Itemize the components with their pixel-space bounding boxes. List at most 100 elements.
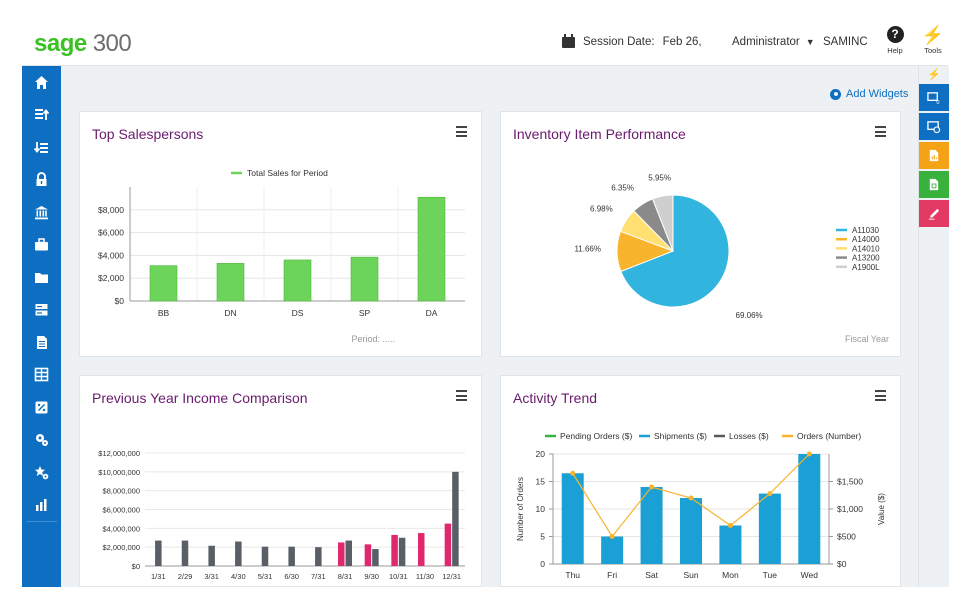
orders-point [806,451,812,457]
x-tick-label: 8/31 [338,572,353,581]
bar-12/31-current [444,523,452,566]
nav-home[interactable] [22,66,61,99]
tools-button[interactable]: ⚡ Tools [918,25,948,56]
x-tick-label: Mon [722,570,739,580]
add-widgets-button[interactable]: Add Widgets [830,88,908,100]
bar-chart-icon [36,499,47,512]
sales-chart: Total Sales for Period $0 $2,000 $4,000 $6,0… [98,168,465,318]
nav-bank[interactable] [22,196,61,229]
activity-chart: Pending Orders ($) Shipments ($) Losses ($… [516,431,886,580]
legend-label: A11030 [852,226,880,235]
bar-7/31-previous [315,547,322,566]
screen-clock-icon [927,120,941,133]
orders-point [767,491,773,497]
nav-folder[interactable] [22,261,61,294]
bar-5/31-previous [261,546,269,566]
menu-icon[interactable] [456,126,467,140]
bar-Thu [561,473,584,564]
bar-2/29-previous [181,540,189,566]
nav-lock[interactable] [22,164,61,197]
bar-DS [283,259,312,302]
y-tick-label: $8,000,000 [102,487,140,496]
bar-12/31-previous [452,471,459,566]
bar-Fri [601,536,624,564]
x-tick-label: 1/31 [151,572,166,581]
nav-bar-chart[interactable] [22,489,61,522]
company-name[interactable]: SAMINC [823,36,868,48]
rightbar-sheet-button[interactable] [919,171,949,198]
legend-label: A14010 [852,244,880,253]
nav-document[interactable] [22,326,61,359]
nav-ledger-up[interactable] [22,99,61,132]
session-date[interactable]: Session Date: Feb 26, [562,33,702,48]
document-icon [37,335,47,349]
session-label: Session Date: [583,36,655,48]
rightbar-screen-clock-button[interactable] [919,113,949,140]
rightbar-screen-button[interactable]: 0 [919,84,949,111]
user-menu[interactable]: Administrator ▼ [732,36,815,48]
help-button[interactable]: ? Help [880,26,910,55]
caret-down-icon: ▼ [805,37,815,47]
nav-star-gear[interactable] [22,456,61,489]
x-tick-label: Fri [607,570,617,580]
user-name: Administrator [732,36,800,48]
x-tick-label: Sat [645,570,658,580]
y-right-tick-label: $500 [837,532,856,542]
y-right-axis-title: Value ($) [877,493,886,525]
nav-ledger-down[interactable] [22,131,61,164]
y-left-tick-label: 10 [536,504,546,514]
bolt-icon: ⚡ [921,25,945,45]
legend-label: Shipments ($) [654,431,707,441]
bar-SP [350,256,379,302]
y-tick-label: $12,000,000 [98,449,140,458]
x-tick-label: 12/31 [442,572,461,581]
bar-3/31-previous [208,545,215,566]
bar-6/30-previous [288,546,295,566]
x-tick-label: 2/29 [178,572,193,581]
widget-income-comparison: Previous Year Income Comparison $0 $2,000… [79,375,482,587]
tools-label: Tools [924,46,942,55]
bar-1/31-previous [155,540,162,566]
nav-table[interactable] [22,359,61,392]
x-tick-label: DN [224,308,236,318]
bolt-icon: ⚡ [927,69,941,81]
x-tick-label: DS [292,308,304,318]
menu-icon[interactable] [456,390,467,404]
bar-8/31-previous [345,540,352,566]
bar-10/31-current [391,534,398,566]
nav-server[interactable] [22,294,61,327]
rightbar-pen-button[interactable] [919,200,949,227]
menu-icon[interactable] [875,390,886,404]
y-left-tick-label: 5 [540,532,545,542]
bar-4/30-previous [235,541,242,566]
x-tick-label: 3/31 [204,572,219,581]
rightbar-report-button[interactable] [919,142,949,169]
bar-DA [417,196,446,302]
sage-logo[interactable]: sage 300 [34,30,132,58]
bank-icon [35,205,48,220]
nav-gears[interactable] [22,424,61,457]
x-tick-label: 7/31 [311,572,326,581]
widget-title: Inventory Item Performance [513,126,686,142]
bar-Sat [640,487,663,564]
y-tick-label: $8,000 [98,205,124,215]
widget-title: Activity Trend [513,390,598,406]
screen-icon: 0 [927,91,939,105]
x-tick-label: 11/30 [416,572,434,581]
nav-briefcase[interactable] [22,229,61,262]
orders-point [688,495,694,501]
bar-11/30-current [418,533,425,566]
nav-divider [26,521,57,522]
nav-percent[interactable] [22,391,61,424]
y-tick-label: $0 [132,562,140,571]
y-left-tick-label: 15 [536,477,546,487]
orders-point [570,470,576,476]
bar-9/30-previous [372,549,379,566]
widget-top-salespersons: Top Salespersons Total Sales for Period $… [79,111,482,357]
bar-8/31-current [338,542,345,566]
y-tick-label: $6,000 [98,228,124,238]
menu-icon[interactable] [875,126,886,140]
bar-9/30-current [364,544,372,566]
legend-label: Losses ($) [729,431,769,441]
pen-icon [928,208,940,220]
